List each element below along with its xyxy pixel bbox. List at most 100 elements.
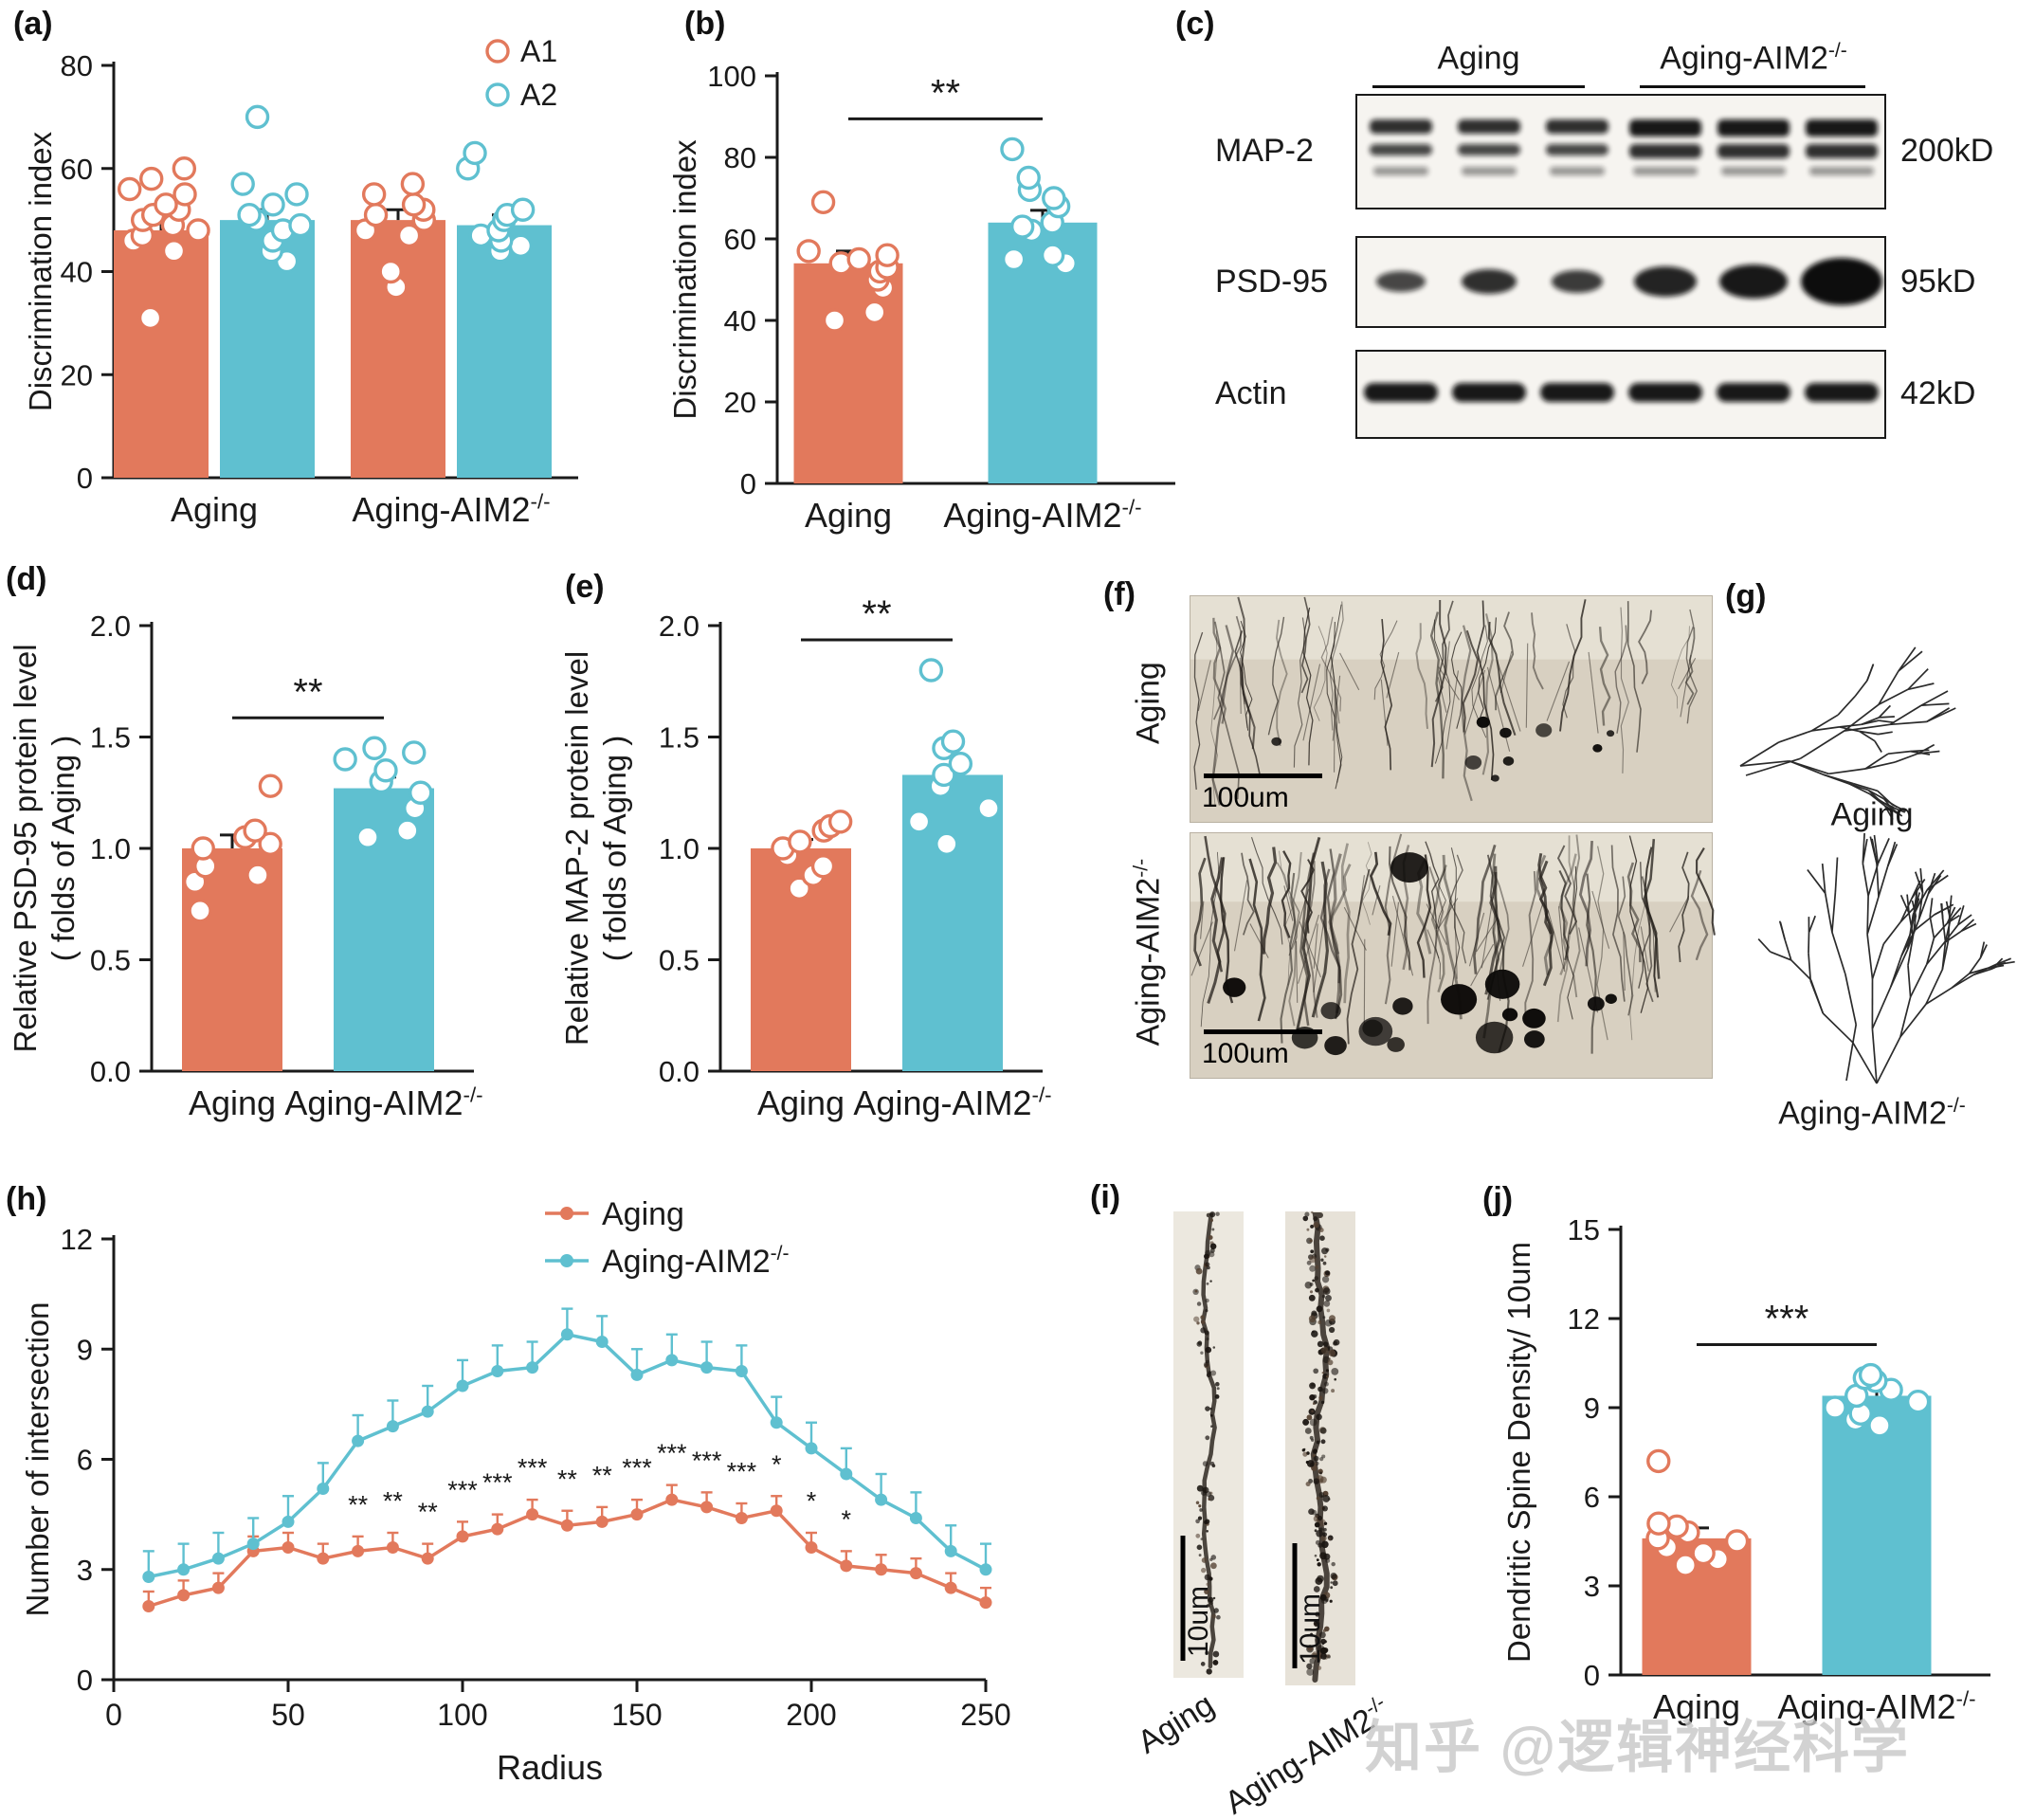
svg-text:50: 50 bbox=[271, 1698, 305, 1732]
bar bbox=[793, 263, 903, 483]
svg-text:( folds of Aging ): ( folds of Aging ) bbox=[597, 736, 632, 961]
data-point bbox=[909, 1512, 922, 1524]
svg-text:Aging-AIM2-/-: Aging-AIM2-/- bbox=[602, 1243, 789, 1280]
data-point bbox=[172, 156, 197, 181]
svg-text:20: 20 bbox=[724, 386, 756, 419]
svg-text:Aging-AIM2-/-: Aging-AIM2-/- bbox=[284, 1083, 482, 1122]
data-point bbox=[118, 176, 142, 202]
svg-text:**: ** bbox=[383, 1487, 404, 1516]
data-point bbox=[1042, 186, 1066, 210]
data-point bbox=[258, 831, 282, 856]
data-point bbox=[373, 758, 398, 783]
svg-text:Aging-AIM2-/-: Aging-AIM2-/- bbox=[352, 489, 550, 529]
data-point bbox=[355, 825, 380, 849]
svg-text:Aging-AIM2-/-: Aging-AIM2-/- bbox=[1777, 1686, 1975, 1726]
data-point bbox=[456, 1379, 469, 1392]
svg-text:12: 12 bbox=[61, 1223, 93, 1256]
data-point bbox=[700, 1361, 714, 1374]
data-point bbox=[188, 899, 212, 923]
panel-b-label: (b) bbox=[684, 6, 726, 42]
data-point bbox=[363, 202, 389, 228]
blot-kd-label: 42kD bbox=[1900, 375, 1976, 411]
scale-bar bbox=[1204, 1029, 1322, 1034]
svg-text:60: 60 bbox=[61, 153, 93, 186]
data-point bbox=[361, 182, 387, 207]
svg-text:Aging: Aging bbox=[189, 1083, 276, 1122]
data-point bbox=[1858, 1362, 1883, 1388]
data-point bbox=[463, 140, 487, 166]
data-point bbox=[261, 192, 285, 217]
svg-text:0: 0 bbox=[740, 467, 756, 500]
data-point bbox=[944, 1581, 957, 1594]
scale-bar-label: 100um bbox=[1202, 1038, 1289, 1069]
svg-text:**: ** bbox=[931, 72, 960, 114]
bar bbox=[1822, 1395, 1932, 1675]
svg-text:10um: 10um bbox=[1183, 1586, 1214, 1657]
data-point bbox=[237, 202, 262, 228]
data-point bbox=[875, 1563, 888, 1576]
data-point bbox=[630, 1508, 644, 1521]
data-point bbox=[1646, 1448, 1671, 1474]
svg-text:**: ** bbox=[418, 1498, 439, 1526]
panel-a-label: (a) bbox=[13, 6, 53, 42]
data-point bbox=[735, 1365, 748, 1377]
data-point bbox=[245, 104, 270, 130]
panel-h-label: (h) bbox=[6, 1181, 47, 1217]
data-point bbox=[173, 182, 197, 207]
data-point bbox=[948, 751, 973, 776]
blot-row-label: Actin bbox=[1215, 375, 1287, 411]
data-point bbox=[1040, 243, 1065, 267]
golgi-row-label-aging: Aging bbox=[1130, 662, 1167, 745]
svg-text:***: *** bbox=[622, 1454, 652, 1483]
panel-e-label: (e) bbox=[565, 569, 605, 605]
data-point bbox=[875, 243, 899, 267]
golgi-image-aging-aim2: 100um bbox=[1190, 832, 1716, 1079]
svg-text:0.0: 0.0 bbox=[659, 1055, 700, 1088]
panel-c-label: (c) bbox=[1175, 6, 1215, 42]
data-point bbox=[1673, 1553, 1698, 1577]
panel-j-label: (j) bbox=[1482, 1181, 1514, 1217]
svg-text:Aging-AIM2-/-: Aging-AIM2-/- bbox=[853, 1083, 1051, 1122]
svg-text:Dendritic Spine Density/ 10um: Dendritic Spine Density/ 10um bbox=[1501, 1242, 1536, 1663]
data-point bbox=[976, 795, 1001, 821]
data-point bbox=[770, 1504, 783, 1518]
data-point bbox=[288, 212, 313, 238]
data-point bbox=[243, 818, 267, 843]
svg-text:15: 15 bbox=[1568, 1213, 1600, 1247]
svg-text:1.5: 1.5 bbox=[90, 721, 131, 755]
data-point bbox=[1001, 246, 1027, 272]
data-point bbox=[979, 1596, 992, 1610]
svg-text:***: *** bbox=[518, 1454, 548, 1483]
svg-text:0: 0 bbox=[77, 1664, 93, 1697]
svg-text:80: 80 bbox=[61, 49, 93, 82]
data-point bbox=[211, 1581, 225, 1594]
svg-text:*: * bbox=[842, 1505, 852, 1534]
data-point bbox=[1016, 165, 1041, 191]
data-point bbox=[282, 1541, 295, 1554]
data-point bbox=[560, 1519, 573, 1532]
svg-text:( folds of Aging ): ( folds of Aging ) bbox=[45, 736, 81, 961]
data-point bbox=[788, 829, 812, 854]
panel-a-chart: 0 20 40 60 80 Discrimination index Aging Aging-… bbox=[23, 34, 578, 529]
bar bbox=[114, 230, 209, 478]
svg-text:250: 250 bbox=[960, 1698, 1010, 1732]
data-point bbox=[386, 1420, 399, 1433]
data-point bbox=[944, 1544, 957, 1557]
data-point bbox=[846, 246, 871, 272]
panel-d-label: (d) bbox=[6, 561, 47, 597]
svg-text:**: ** bbox=[592, 1461, 613, 1489]
data-point bbox=[805, 1442, 818, 1455]
svg-text:Aging: Aging bbox=[757, 1083, 845, 1122]
data-point bbox=[796, 239, 821, 264]
svg-text:Relative PSD-95 protein level: Relative PSD-95 protein level bbox=[8, 644, 43, 1052]
data-point bbox=[395, 818, 420, 843]
data-point bbox=[1724, 1529, 1750, 1554]
data-point bbox=[161, 239, 187, 264]
svg-text:**: ** bbox=[862, 593, 891, 635]
strip-label-aging: Aging bbox=[1131, 1686, 1221, 1761]
data-point bbox=[918, 658, 944, 682]
data-point bbox=[932, 762, 956, 788]
trace-label-aging-aim2: Aging-AIM2-/- bbox=[1778, 1095, 1966, 1132]
svg-text:20: 20 bbox=[61, 358, 93, 391]
